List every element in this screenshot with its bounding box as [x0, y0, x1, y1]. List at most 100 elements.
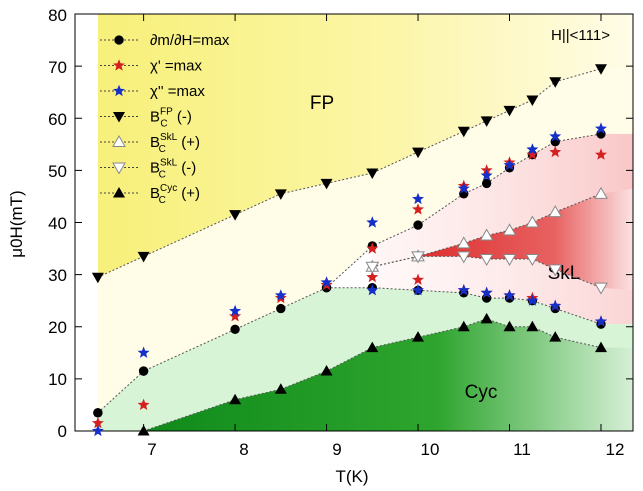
point-6-3 [320, 365, 333, 376]
series-markers [91, 64, 608, 437]
y-tick-label-50: 50 [48, 162, 67, 181]
point-1-0 [91, 416, 104, 429]
point-5-6 [548, 264, 563, 277]
legend-entry-6: BCyc C (+) [100, 183, 200, 206]
region-skl [372, 188, 633, 291]
point-2-7 [412, 192, 424, 205]
y-tick-labels: 0 10 20 30 40 50 60 70 80 [48, 6, 67, 441]
point-5-3 [479, 253, 494, 266]
point-2-14 [503, 289, 516, 301]
y-tick-label-40: 40 [48, 214, 67, 233]
legend-marker-3 [113, 112, 125, 123]
point-2-6 [366, 284, 379, 296]
point-2-11 [480, 169, 493, 181]
point-3-8 [480, 116, 493, 127]
point-1-19 [595, 148, 607, 160]
point-3-1 [137, 251, 150, 263]
point-5-0 [365, 261, 380, 274]
x-tick-label-8: 8 [239, 440, 248, 459]
point-2-1 [137, 346, 150, 358]
y-tick-label-80: 80 [48, 6, 67, 25]
point-3-0 [91, 272, 104, 284]
point-6-10 [549, 331, 562, 342]
legend-marker-2 [113, 84, 125, 97]
axis-ticks [75, 13, 633, 432]
point-1-7 [412, 203, 424, 215]
point-6-8 [503, 320, 516, 332]
point-1-17 [549, 145, 562, 158]
point-2-3 [274, 289, 287, 301]
point-4-4 [502, 223, 517, 236]
region-cyc [143, 318, 633, 431]
y-tick-label-0: 0 [58, 422, 67, 441]
point-0-13 [93, 408, 103, 418]
point-3-10 [526, 95, 539, 107]
point-2-9 [457, 182, 470, 194]
point-3-9 [503, 105, 516, 117]
point-2-0 [91, 424, 104, 437]
point-6-11 [594, 341, 607, 353]
x-tick-label-7: 7 [147, 440, 156, 459]
point-6-7 [480, 312, 493, 324]
point-6-6 [457, 320, 470, 332]
region-pink-lower [372, 256, 633, 325]
point-1-15 [526, 148, 539, 160]
point-3-6 [412, 147, 425, 159]
legend-sup-3: FP [160, 107, 173, 118]
x-tick-label-11: 11 [513, 440, 531, 459]
y-tick-label-70: 70 [48, 58, 67, 77]
point-2-4 [320, 276, 333, 288]
legend-sup-5: SkL [160, 158, 178, 169]
legend-main-6: B [150, 185, 160, 202]
point-0-14 [138, 366, 149, 376]
legend-text-5: BSkL C (-) [150, 158, 196, 181]
legend-entry-4: BSkL C (+) [100, 132, 200, 155]
point-2-17 [549, 130, 562, 142]
point-4-5 [525, 215, 540, 228]
point-5-7 [594, 282, 608, 295]
legend-subscript-3: C [160, 119, 167, 130]
region-label-cyc: Cyc [465, 382, 498, 403]
point-2-19 [595, 122, 607, 134]
x-tick-labels: 7 8 9 10 11 12 [147, 440, 624, 459]
legend-subscript-6: C [159, 195, 166, 206]
legend-text-1: χ' =max [150, 58, 203, 75]
point-2-20 [595, 315, 607, 327]
x-axis-title: T(K) [335, 467, 368, 486]
legend-text-6: BCyc C (+) [150, 183, 200, 206]
point-5-4 [502, 253, 517, 266]
legend-text-4: BSkL C (+) [150, 132, 200, 155]
point-3-5 [366, 168, 379, 179]
point-2-10 [457, 284, 470, 296]
point-2-18 [549, 299, 562, 311]
legend-main-2: χ'' =max [150, 83, 205, 100]
y-tick-label-20: 20 [48, 318, 67, 337]
legend-text-3: BFP C (-) [150, 107, 192, 130]
point-6-0 [137, 425, 150, 436]
legend-main-0: ∂m/∂H=max [150, 32, 230, 49]
point-0-3 [276, 303, 286, 314]
point-3-4 [320, 178, 333, 190]
point-3-11 [549, 77, 562, 88]
legend-marker-6 [113, 187, 125, 198]
legend-suffix-6: (+) [181, 185, 200, 202]
y-axis-title: μ0H(mT) [7, 190, 26, 257]
legend-main-5: B [150, 160, 160, 177]
legend-text-0: ∂m/∂H=max [150, 32, 230, 49]
legend-main-3: B [150, 109, 160, 126]
point-6-2 [274, 383, 287, 394]
point-3-3 [274, 189, 287, 200]
point-2-2 [229, 304, 242, 317]
legend-entry-0: ∂m/∂H=max [100, 32, 230, 49]
point-0-8 [481, 178, 492, 189]
point-1-2 [229, 310, 242, 322]
point-0-2 [230, 324, 240, 335]
legend-marker-5 [112, 162, 126, 175]
point-3-12 [594, 64, 607, 75]
region-label-fp: FP [310, 93, 334, 114]
legend-main-4: B [150, 134, 160, 151]
legend-suffix-3: (-) [177, 109, 192, 126]
point-3-2 [229, 210, 242, 221]
